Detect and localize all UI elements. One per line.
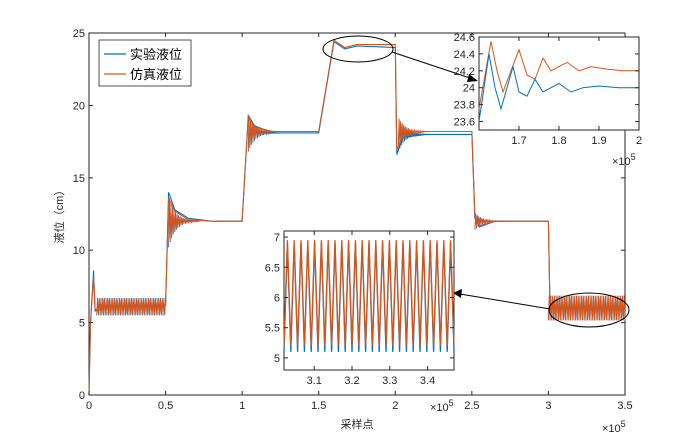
main-y-ticks: 0 5 10 15 20 25 [73,28,625,402]
inset-bottom-y-tick-label: 6.5 [265,262,280,274]
callout-arrowhead-top [467,74,478,82]
legend-box [98,39,192,87]
inset-top-x-tick-label: 1.8 [551,135,566,147]
inset-bottom-series-lines [283,240,455,352]
series-ringing [474,214,506,229]
inset-top-y-tick-label: 23.8 [454,100,475,112]
inset-top-x-tick-label: 1.9 [591,135,606,147]
inset-top-plot: 1.7 1.8 1.9 2 23.6 23.8 24 24.2 24.4 24.6 ×105 [454,32,642,168]
inset-bottom-y-tick-label: 5 [274,353,280,365]
inset-bottom-x-tick-label: 3.4 [420,375,435,387]
main-y-tick-label: 5 [79,318,85,330]
series-ringing [168,201,200,244]
main-x-exponent: ×105 [602,419,626,435]
main-y-tick-label: 25 [73,28,85,40]
callout-ellipse-bottom [548,292,630,328]
main-series-lines [88,39,626,396]
inset-top-x-exponent: ×105 [612,152,636,168]
main-y-tick-label: 10 [73,245,85,257]
main-x-tick-label: 2 [392,400,398,412]
x-axis-label: 采样点 [341,417,374,431]
main-x-tick-label: 2.5 [464,400,479,412]
series-oscillation-band [96,298,166,315]
main-y-tick-label: 15 [73,173,85,185]
callout-arrow-bottom [459,293,551,310]
inset-bottom-plot: 3.1 3.2 3.3 3.4 5 5.5 6 6.5 7 ×105 [265,230,455,414]
inset-top-y-tick-label: 24.2 [454,66,475,78]
inset-top-x-tick-label: 1.7 [511,135,526,147]
inset-bottom-x-ticks: 3.1 3.2 3.3 3.4 [307,231,435,387]
main-y-tick-label: 0 [79,390,85,402]
inset-bottom-x-tick-label: 3.3 [382,375,397,387]
inset-bottom-series-line [283,240,455,346]
inset-bottom-x-tick-label: 3.1 [307,375,322,387]
series-ringing [247,115,280,149]
main-x-tick-label: 3 [545,400,551,412]
inset-bottom-y-ticks: 5 5.5 6 6.5 7 [265,232,454,365]
y-axis-label: 液位（cm） [52,185,66,244]
main-x-tick-label: 0.5 [158,400,173,412]
series-ringing [397,118,430,146]
callout-arrow-top [391,51,474,80]
main-x-ticks: 0 0.5 1 1.5 2 2.5 3 3.5 [86,33,633,412]
legend-label-experiment: 实验液位 [130,47,182,62]
main-x-tick-label: 3.5 [617,400,632,412]
main-x-tick-label: 1 [239,400,245,412]
inset-bottom-y-tick-label: 5.5 [265,323,280,335]
inset-top-y-tick-label: 24.6 [454,32,475,44]
inset-top-y-tick-label: 24 [463,83,475,95]
inset-top-y-tick-label: 24.4 [454,49,475,61]
inset-bottom-y-tick-label: 6 [274,292,280,304]
legend: 实验液位 仿真液位 [98,39,192,87]
inset-top-x-tick-label: 2 [636,135,642,147]
inset-bottom-y-tick-label: 7 [274,232,280,244]
legend-label-simulation: 仿真液位 [130,67,182,82]
inset-top-x-ticks: 1.7 1.8 1.9 2 [511,37,642,147]
inset-top-y-ticks: 23.6 23.8 24 24.2 24.4 24.6 [454,32,639,129]
inset-top-y-tick-label: 23.6 [454,117,475,129]
inset-bottom-x-tick-label: 3.2 [344,375,359,387]
inset-top-series-lines [478,41,639,122]
callout-arrowhead-bottom [453,289,462,298]
inset-top-series-line [478,41,639,109]
callout-ellipse-top [322,35,394,63]
inset-bottom-x-exponent: ×105 [430,398,454,414]
main-x-tick-label: 0 [86,400,92,412]
main-x-tick-label: 1.5 [311,400,326,412]
inset-top-series-line [478,53,639,122]
main-y-tick-label: 20 [73,100,85,112]
